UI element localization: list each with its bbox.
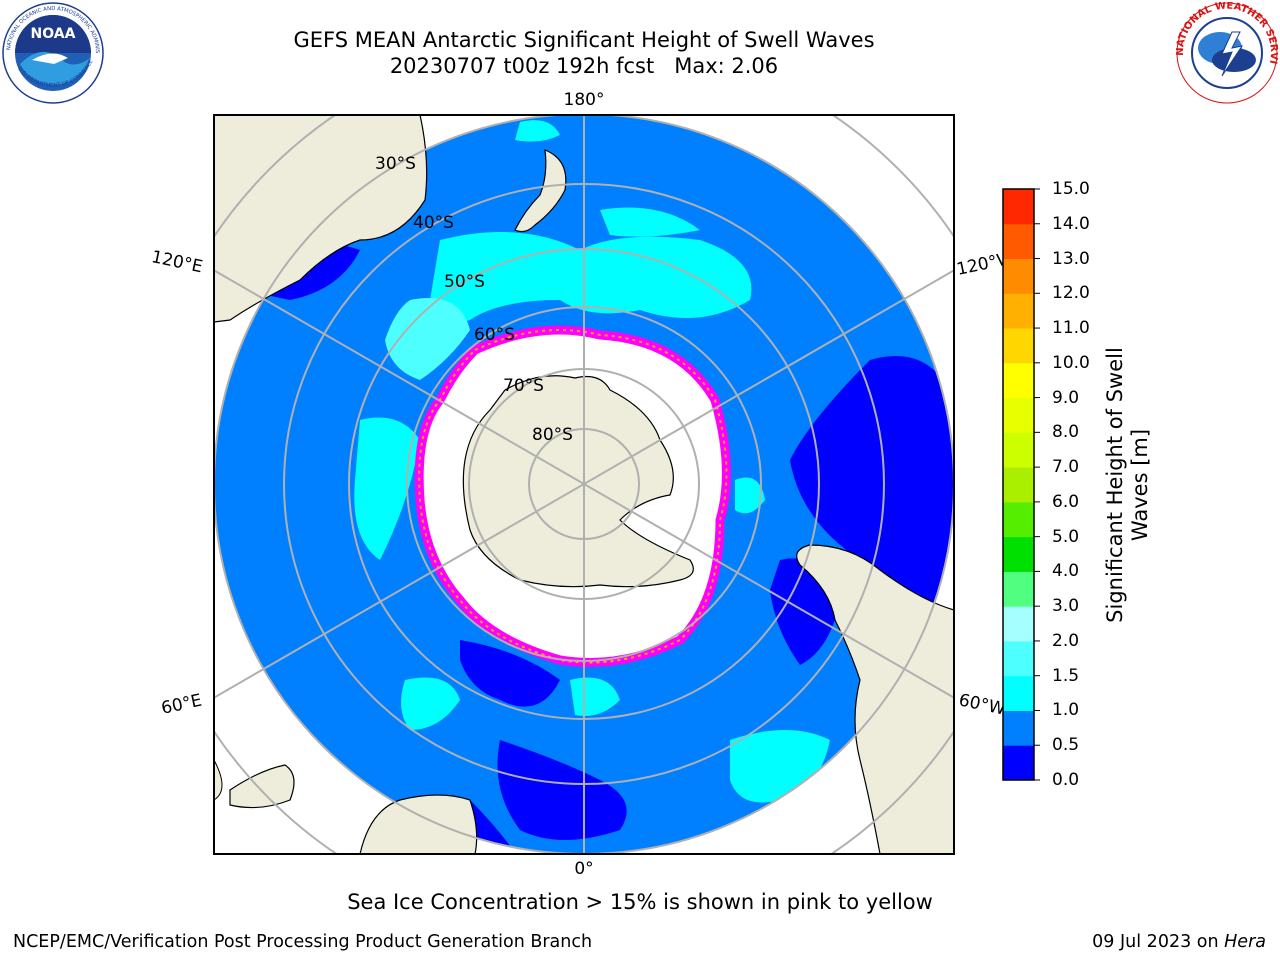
- colorbar-segment: [1003, 640, 1034, 677]
- colorbar-tick-label: 8.0: [1052, 422, 1080, 443]
- colorbar-tick-label: 3.0: [1052, 596, 1080, 617]
- colorbar-tick-label: 14.0: [1052, 213, 1090, 234]
- colorbar-segment: [1003, 536, 1034, 572]
- colorbar-segment: [1003, 501, 1034, 538]
- swell-mid-region: [354, 417, 420, 560]
- colorbar-tick-label: 5.0: [1052, 526, 1080, 547]
- colorbar-tick-label: 1.5: [1052, 665, 1080, 686]
- footer-host: Hera: [1224, 932, 1266, 952]
- lat-label-50s: 50°S: [444, 272, 485, 292]
- lon-label-120e: 120°E: [150, 247, 205, 277]
- colorbar-tick-label: 7.0: [1052, 457, 1080, 478]
- colorbar-tick-label: 1.0: [1052, 700, 1080, 721]
- chart-title: GEFS MEAN Antarctic Significant Height o…: [293, 28, 875, 52]
- colorbar-segment: [1003, 710, 1034, 746]
- colorbar-segment: [1003, 571, 1034, 607]
- noaa-logo: NOAA NATIONAL OCEANIC AND ATMOSPHERIC AD…: [2, 2, 104, 104]
- colorbar-segment: [1003, 675, 1034, 711]
- swell-mid-region: [385, 298, 470, 380]
- colorbar-segment: [1003, 328, 1034, 364]
- footer-credit: NCEP/EMC/Verification Post Processing Pr…: [13, 932, 593, 952]
- colorbar-segment: [1003, 362, 1034, 399]
- lat-label-60s: 60°S: [474, 325, 515, 345]
- colorbar-segment: [1003, 189, 1034, 225]
- footer-date: 09 Jul 2023 on Hera: [1092, 932, 1266, 952]
- footer-date-text: 09 Jul 2023 on: [1092, 932, 1225, 952]
- colorbar-segment: [1003, 606, 1034, 642]
- swell-mid-region: [570, 677, 620, 716]
- colorbar-segment: [1003, 745, 1034, 781]
- colorbar-segment: [1003, 397, 1034, 433]
- lat-label-30s: 30°S: [375, 154, 416, 174]
- lon-label-0: 0°: [574, 859, 593, 879]
- lat-label-80s: 80°S: [532, 425, 573, 445]
- colorbar-tick-label: 11.0: [1052, 318, 1090, 339]
- colorbar-tick-label: 0.0: [1052, 770, 1080, 790]
- lat-label-40s: 40°S: [413, 213, 454, 233]
- colorbar-segment: [1003, 467, 1034, 503]
- colorbar-tick-label: 12.0: [1052, 283, 1090, 304]
- lon-label-60w: 60°W: [957, 690, 1007, 719]
- colorbar-tick-label: 10.0: [1052, 352, 1090, 373]
- colorbar: [1003, 188, 1040, 781]
- sea-ice-note: Sea Ice Concentration > 15% is shown in …: [347, 890, 933, 914]
- colorbar-title: Significant Height of Swell Waves [m]: [1103, 347, 1152, 623]
- colorbar-segment: [1003, 223, 1034, 260]
- map-frame: [213, 114, 955, 855]
- colorbar-tick-label: 13.0: [1052, 248, 1090, 269]
- colorbar-tick-label: 0.5: [1052, 735, 1080, 756]
- lat-label-70s: 70°S: [503, 376, 544, 396]
- colorbar-segment: [1003, 258, 1034, 294]
- swell-mid-region: [430, 232, 752, 323]
- colorbar-segment: [1003, 293, 1034, 329]
- south-america-land: [796, 520, 954, 854]
- colorbar-tick-label: 9.0: [1052, 387, 1080, 408]
- swell-low-region: [790, 356, 954, 605]
- colorbar-segment: [1003, 432, 1034, 468]
- noaa-logo-text: NOAA: [31, 26, 76, 42]
- lon-label-60e: 60°E: [159, 691, 203, 719]
- madagascar-land: [229, 764, 295, 809]
- swell-low-region: [497, 740, 627, 840]
- colorbar-tick-label: 2.0: [1052, 630, 1080, 651]
- africa-land: [359, 794, 478, 854]
- colorbar-tick-label: 4.0: [1052, 561, 1080, 582]
- colorbar-tick-label: 6.0: [1052, 491, 1080, 512]
- swell-mid-region: [401, 677, 460, 730]
- lon-label-180: 180°: [564, 90, 605, 110]
- nws-logo: NATIONAL WEATHER SERVICE: [1176, 2, 1278, 104]
- colorbar-tick-label: 15.0: [1052, 179, 1090, 199]
- chart-subtitle: 20230707 t00z 192h fcst Max: 2.06: [389, 54, 779, 78]
- swell-mid-region: [515, 120, 560, 142]
- meridians: [214, 115, 954, 854]
- swell-low-region: [460, 640, 560, 707]
- swell-mid-region: [735, 477, 765, 514]
- colorbar-frame: [1002, 188, 1035, 781]
- swell-mid-region: [600, 207, 700, 237]
- australia-land: [214, 115, 428, 323]
